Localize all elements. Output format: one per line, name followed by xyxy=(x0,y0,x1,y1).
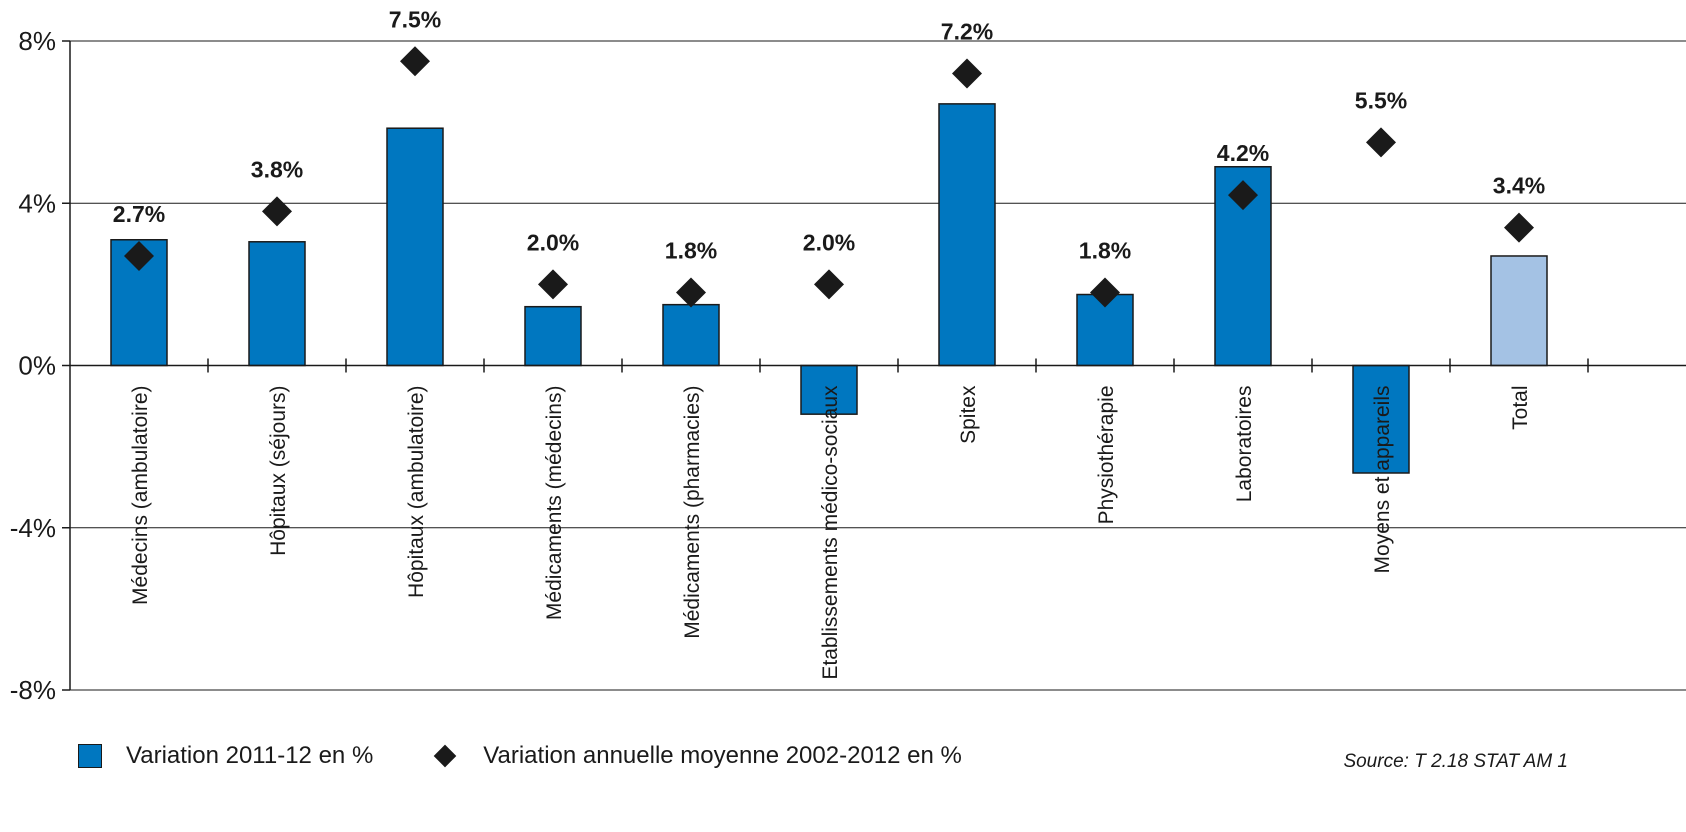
legend-diamond-swatch xyxy=(433,744,457,768)
x-tick-label: Hôpitaux (séjours) xyxy=(267,386,290,556)
diamond-marker xyxy=(952,58,982,89)
x-tick-label: Spitex xyxy=(957,385,980,444)
diamond-marker xyxy=(124,240,154,271)
chart-area: 8% 4% 0% -4% -8% Médecins (ambulatoire) Hôpita… xyxy=(10,6,1686,705)
y-tick-label: 8% xyxy=(18,26,56,56)
data-label: 5.5% xyxy=(1355,87,1407,113)
bar xyxy=(386,127,444,367)
data-label: 2.7% xyxy=(113,201,165,227)
y-tick-label: -8% xyxy=(10,675,56,705)
diamond-marker xyxy=(676,277,706,308)
bar xyxy=(938,103,996,367)
source-note: Source: T 2.18 STAT AM 1 xyxy=(1343,751,1568,772)
x-tick-label: Etablissements médico-sociaux xyxy=(819,385,842,680)
y-tick-label: 4% xyxy=(18,188,56,218)
data-label: 3.4% xyxy=(1493,173,1545,199)
diamond-marker xyxy=(400,46,430,77)
data-label: 7.5% xyxy=(389,6,441,32)
diamond-marker xyxy=(538,269,568,300)
data-label: 4.2% xyxy=(1217,140,1269,166)
bar xyxy=(800,364,858,415)
y-tick-label: 0% xyxy=(18,351,56,381)
x-tick-label: Hôpitaux (ambulatoire) xyxy=(405,386,428,598)
data-label: 2.0% xyxy=(527,229,579,255)
legend-item-diamonds: Variation annuelle moyenne 2002-2012 en … xyxy=(431,742,962,770)
data-label: 2.0% xyxy=(803,229,855,255)
legend-bar-label: Variation 2011-12 en % xyxy=(126,742,374,769)
x-tick-label: Médicaments (médecins) xyxy=(543,386,566,621)
x-tick-label: Médecins (ambulatoire) xyxy=(129,386,152,605)
data-label: 7.2% xyxy=(941,18,993,44)
y-tick-label: -4% xyxy=(10,513,56,543)
diamond-marker xyxy=(262,196,292,227)
x-tick-label: Physiothérapie xyxy=(1095,386,1118,525)
data-label: 1.8% xyxy=(1079,237,1131,263)
bar xyxy=(524,305,582,367)
bar xyxy=(662,303,720,367)
diamond-marker xyxy=(1366,127,1396,158)
x-tick-label: Total xyxy=(1509,386,1532,430)
bar xyxy=(1490,255,1548,367)
diamond-marker xyxy=(814,269,844,300)
data-label: 1.8% xyxy=(665,237,717,263)
diamond-marker xyxy=(1228,180,1258,211)
diamond-marker xyxy=(1090,277,1120,308)
legend-diamond-label: Variation annuelle moyenne 2002-2012 en … xyxy=(483,742,962,769)
data-label: 3.8% xyxy=(251,156,303,182)
x-tick-label: Médicaments (pharmacies) xyxy=(681,386,704,639)
x-tick-label: Laboratoires xyxy=(1233,386,1256,503)
legend: Variation 2011-12 en % Variation annuell… xyxy=(78,742,1020,770)
bar xyxy=(248,241,306,367)
legend-bar-swatch xyxy=(78,744,102,768)
x-tick-label: Moyens et appareils xyxy=(1371,386,1394,574)
diamond-marker xyxy=(1504,212,1534,243)
legend-item-bars: Variation 2011-12 en % xyxy=(78,742,373,770)
